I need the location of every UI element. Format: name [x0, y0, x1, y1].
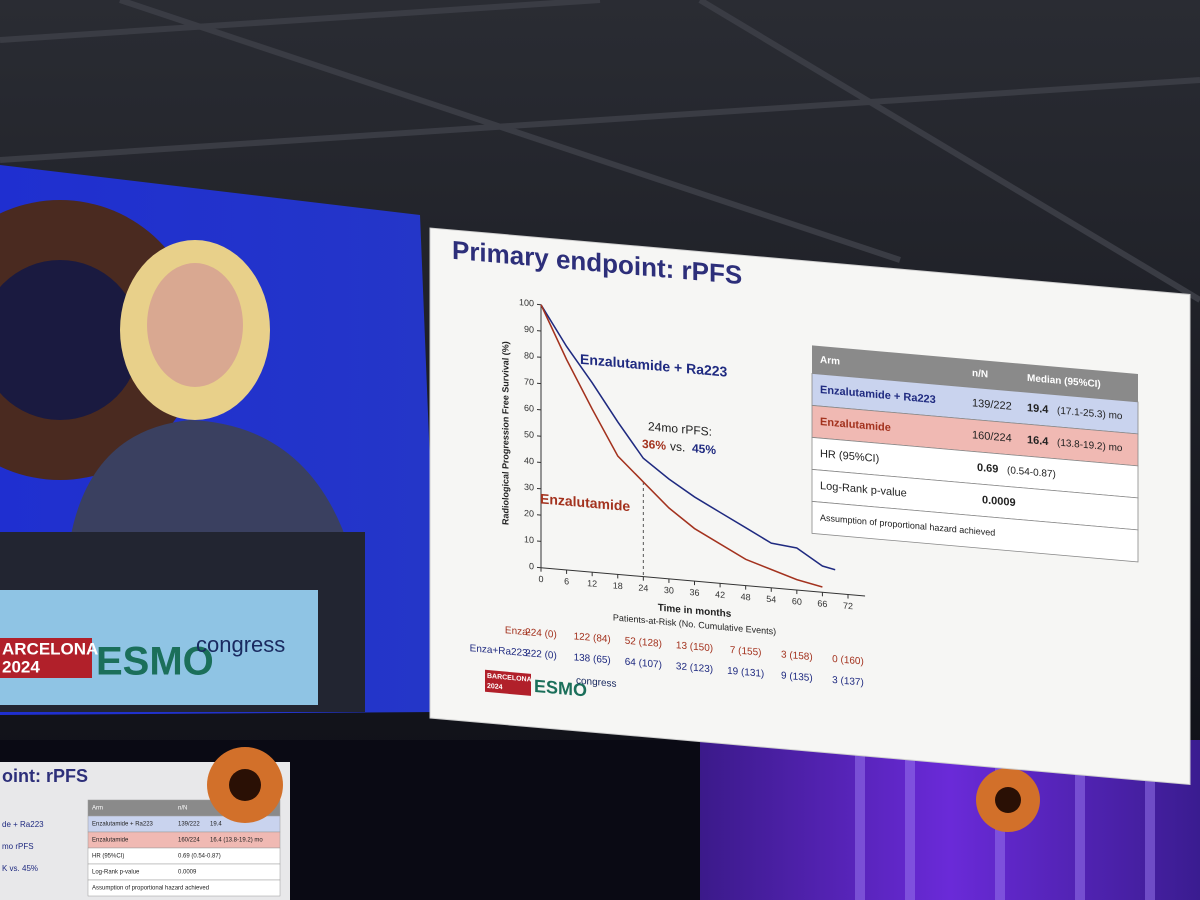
monitor-cell: n/N	[178, 806, 187, 812]
monitor-cell: Enzalutamide + Ra223	[92, 822, 154, 828]
risk-cell: 224 (0)	[525, 627, 557, 641]
slide: Primary endpoint: rPFS010203040506070809…	[429, 227, 1191, 786]
y-tick-label: 70	[524, 377, 534, 388]
y-tick-label: 50	[524, 429, 534, 440]
annotation-value: vs.	[670, 439, 685, 454]
risk-cell: 3 (137)	[832, 675, 864, 689]
y-tick-label: 30	[524, 482, 534, 493]
y-tick-label: 100	[519, 297, 534, 308]
monitor-cell: Log-Rank p-value	[92, 870, 140, 876]
risk-cell: 0 (160)	[832, 654, 864, 668]
presenter-body	[70, 420, 350, 550]
x-tick-label: 48	[741, 592, 751, 603]
x-tick-label: 18	[613, 580, 623, 591]
monitor-cell: 0.0009	[178, 870, 197, 876]
risk-cell: 3 (158)	[781, 649, 813, 663]
risk-cell: 19 (131)	[727, 666, 764, 680]
x-tick-label: 66	[817, 598, 827, 609]
y-tick-label: 10	[524, 534, 534, 545]
screen-ring-inner	[0, 260, 140, 420]
risk-cell: 7 (155)	[730, 645, 762, 659]
monitor-cell: HR (95%CI)	[92, 854, 124, 860]
table-cell: 160/224	[972, 429, 1012, 444]
x-tick-label: 12	[587, 578, 597, 589]
x-tick-label: 54	[766, 594, 776, 605]
monitor-cell: Enzalutamide	[92, 838, 129, 844]
x-tick-label: 24	[638, 583, 648, 594]
x-tick-label: 42	[715, 589, 725, 600]
table-cell: (0.54-0.87)	[1007, 465, 1056, 480]
y-tick-label: 40	[524, 455, 534, 466]
logo-suffix: congress	[576, 675, 617, 690]
monitor-title: oint: rPFS	[2, 766, 88, 786]
logo-city: ARCELONA	[2, 639, 98, 658]
risk-cell: 64 (107)	[625, 657, 662, 671]
x-tick-label: 36	[690, 587, 700, 598]
y-tick-label: 20	[524, 508, 534, 519]
table-header: Arm	[820, 355, 840, 368]
monitor-cell: Arm	[92, 806, 103, 812]
monitor-cell: 139/222	[178, 822, 200, 828]
x-tick-label: 0	[538, 574, 543, 584]
table-cell: 139/222	[972, 397, 1012, 412]
risk-label: Enza+Ra223-	[470, 643, 531, 659]
table-cell: HR (95%CI)	[820, 448, 879, 465]
logo-brand: ESMO	[534, 676, 587, 701]
logo-year: 2024	[487, 683, 503, 691]
series-label: Enzalutamide	[540, 490, 630, 514]
survival-curve	[540, 304, 823, 588]
y-tick-label: 80	[524, 350, 534, 361]
table-header: n/N	[972, 368, 988, 380]
monitor-text: K vs. 45%	[2, 864, 38, 873]
table-cell: 16.4	[1027, 434, 1049, 448]
survival-curve	[540, 304, 836, 571]
y-tick-label: 0	[529, 561, 534, 571]
monitor-text: de + Ra223	[2, 820, 44, 829]
risk-cell: 9 (135)	[781, 670, 813, 684]
y-tick-label: 60	[524, 403, 534, 414]
table-row	[811, 500, 1139, 563]
annotation-value: 45%	[692, 441, 716, 457]
logo-box	[485, 669, 531, 696]
monitor-cell: 160/224	[178, 838, 200, 844]
risk-cell: 138 (65)	[574, 652, 611, 666]
monitor-row	[87, 879, 281, 897]
monitor-text: mo rPFS	[2, 842, 34, 851]
table-cell: 0.0009	[982, 494, 1016, 509]
table-header-bg	[812, 345, 1138, 402]
logo-suffix: congress	[196, 632, 285, 657]
risk-cell: 222 (0)	[525, 648, 557, 662]
logo-brand: ESMO	[96, 640, 214, 684]
monitor-cell: 0.69 (0.54-0.87)	[178, 854, 221, 860]
x-axis	[541, 567, 866, 597]
logo-year: 2024	[2, 657, 40, 676]
annotation-label: 24mo rPFS:	[648, 419, 712, 439]
monitor-cell: Assumption of proportional hazard achiev…	[92, 886, 209, 892]
risk-cell: 122 (84)	[574, 631, 611, 645]
risk-label: Enza-	[505, 625, 531, 638]
x-tick-label: 30	[664, 585, 674, 596]
risk-cell: 13 (150)	[676, 640, 713, 654]
monitor-cell: 16.4 (13.8-19.2) mo	[210, 838, 263, 844]
x-tick-label: 72	[843, 601, 853, 612]
x-tick-label: 60	[792, 596, 802, 607]
face	[147, 263, 243, 387]
logo-box	[0, 638, 92, 678]
truss	[0, 0, 1200, 303]
y-tick-label: 90	[524, 324, 534, 335]
monitor-cell: 19.4	[210, 822, 222, 828]
y-axis-title: Radiological Progression Free Survival (…	[500, 341, 510, 526]
table-cell: 19.4	[1027, 402, 1049, 416]
stage-light-core	[995, 787, 1021, 813]
table-cell: 0.69	[977, 462, 998, 476]
x-tick-label: 6	[564, 576, 569, 586]
risk-cell: 52 (128)	[625, 636, 662, 650]
annotation-value: 36%	[642, 437, 666, 453]
risk-cell: 32 (123)	[676, 661, 713, 675]
stage-light-core	[229, 769, 261, 801]
logo-city: BARCELONA	[487, 673, 532, 684]
